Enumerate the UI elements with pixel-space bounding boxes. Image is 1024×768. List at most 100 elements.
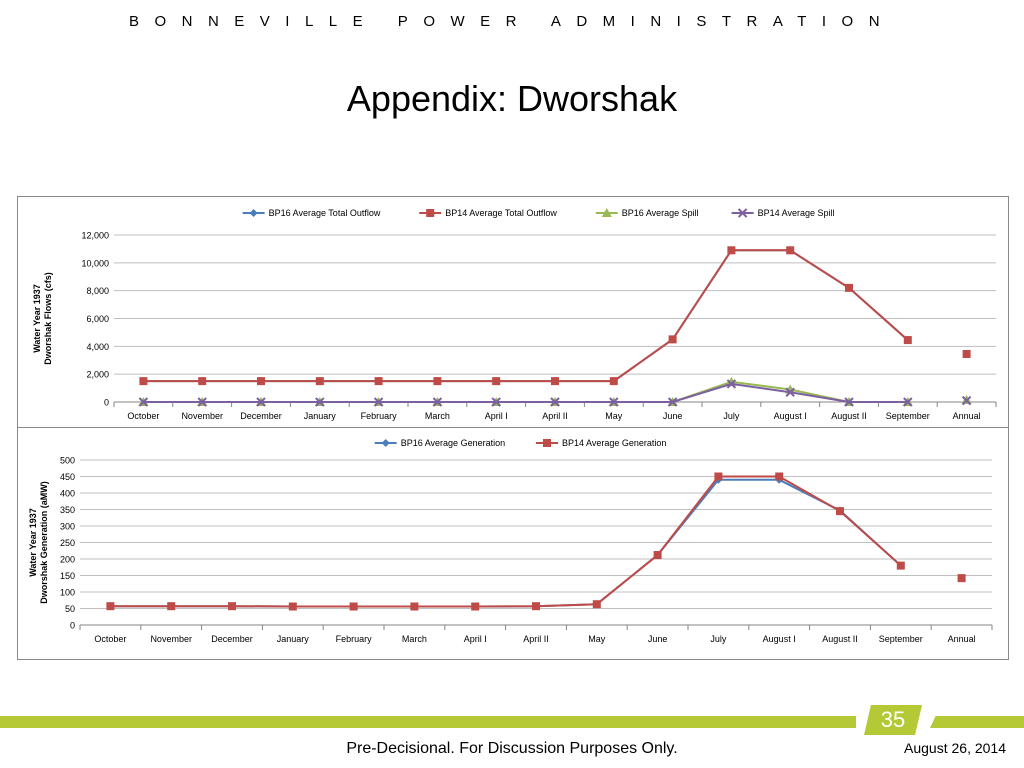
x-tick-label: May: [588, 634, 606, 644]
x-tick-label: August I: [774, 411, 807, 421]
x-tick-label: September: [879, 634, 923, 644]
x-tick-label: November: [181, 411, 223, 421]
legend-label: BP16 Average Spill: [622, 208, 699, 218]
x-tick-label: November: [150, 634, 192, 644]
x-tick-label: Annual: [948, 634, 976, 644]
data-point: [349, 602, 358, 611]
data-point: [139, 377, 148, 386]
accent-band-left: [0, 716, 856, 728]
data-point: [432, 397, 443, 407]
legend-entry-4: BP14 Average Spill: [731, 208, 834, 218]
y-tick-label: 12,000: [81, 231, 109, 241]
data-point: [374, 377, 383, 386]
series-line: [143, 249, 909, 383]
x-tick-label: April II: [523, 634, 549, 644]
series-2: [139, 246, 971, 386]
y-tick-label: 100: [60, 588, 75, 598]
data-point: [785, 387, 795, 397]
data-point: [315, 377, 324, 386]
y-tick-label: 4,000: [86, 342, 109, 352]
data-point: [786, 246, 795, 255]
data-point: [471, 602, 480, 611]
x-tick-label: January: [277, 634, 310, 644]
data-point: [962, 349, 971, 358]
legend-marker: [543, 439, 551, 447]
data-point: [228, 602, 236, 611]
chart-1: 0 2,000 4,000 6,000 8,000 10,000 12,000 October…: [32, 208, 997, 421]
y-tick-label: 10,000: [81, 258, 109, 268]
x-tick-label: June: [648, 634, 668, 644]
y-tick-label: 500: [60, 456, 75, 466]
legend-marker: [249, 209, 258, 217]
data-point: [844, 397, 854, 407]
legend-entry-1: BP16 Average Total Outflow: [242, 208, 381, 218]
data-point: [957, 574, 966, 583]
data-point: [714, 472, 723, 481]
y-tick-label: 400: [60, 489, 75, 499]
data-point: [550, 397, 560, 407]
y-axis-title: Water Year 1937Dworshak Generation (aMW): [28, 481, 49, 604]
legend-label: BP14 Average Generation: [562, 438, 666, 448]
data-point: [491, 397, 501, 407]
y-tick-label: 50: [65, 604, 75, 614]
x-tick-label: April I: [485, 411, 508, 421]
data-point: [609, 377, 618, 386]
data-point: [903, 397, 913, 407]
data-point: [138, 397, 149, 407]
x-tick-label: July: [723, 411, 740, 421]
y-axis-title: Water Year 1937Dworshak Flows (cfs): [32, 272, 53, 365]
chart-divider: [18, 427, 1008, 428]
data-point: [896, 561, 905, 570]
data-point: [257, 377, 265, 386]
slide-title: Appendix: Dworshak: [346, 78, 678, 119]
x-tick-label: December: [240, 411, 282, 421]
legend-entry-1: BP16 Average Generation: [374, 438, 505, 448]
legend-label: BP16 Average Total Outflow: [269, 208, 381, 218]
x-tick-label: December: [211, 634, 253, 644]
data-point: [197, 397, 207, 407]
data-point: [592, 600, 601, 609]
data-point: [492, 377, 501, 386]
y-tick-label: 150: [60, 571, 75, 581]
legend-entry-3: BP16 Average Spill: [595, 208, 699, 218]
data-point: [775, 472, 784, 481]
y-tick-label: 450: [60, 472, 75, 482]
x-tick-label: January: [304, 411, 337, 421]
series-1: [139, 246, 971, 386]
data-point: [836, 507, 844, 516]
x-tick-label: September: [886, 411, 930, 421]
x-tick-label: August II: [831, 411, 867, 421]
y-tick-label: 0: [104, 398, 109, 408]
x-tick-label: July: [710, 634, 727, 644]
page-number: 35: [880, 707, 906, 732]
data-point: [845, 283, 853, 292]
chart-2: 0 50 100 150 200 250 300 350 400 450 500 October Nov…: [28, 438, 993, 644]
x-tick-label: August I: [763, 634, 796, 644]
x-tick-label: March: [425, 411, 450, 421]
data-point: [667, 397, 678, 407]
x-tick-label: April I: [464, 634, 487, 644]
y-tick-label: 350: [60, 505, 75, 515]
series-4: [138, 379, 972, 407]
y-tick-label: 300: [60, 522, 75, 532]
footer-disclaimer: Pre-Decisional. For Discussion Purposes …: [346, 740, 678, 757]
series-1: [106, 475, 966, 611]
data-point: [198, 377, 207, 386]
legend-label: BP16 Average Generation: [401, 438, 505, 448]
x-tick-label: April II: [542, 411, 568, 421]
data-point: [410, 602, 419, 611]
legend-label: BP14 Average Total Outflow: [445, 208, 557, 218]
data-point: [903, 336, 912, 345]
data-point: [609, 397, 619, 407]
series-line: [110, 478, 902, 608]
org-header: BONNEVILLE POWER ADMINISTRATION: [128, 13, 896, 30]
accent-band-right: [930, 716, 1024, 728]
x-tick-label: February: [361, 411, 398, 421]
data-point: [961, 395, 972, 406]
charts-svg: 0 2,000 4,000 6,000 8,000 10,000 12,000 October…: [28, 208, 997, 644]
data-point: [551, 377, 559, 386]
y-tick-label: 6,000: [86, 314, 109, 324]
x-tick-label: June: [663, 411, 683, 421]
legend-marker: [601, 208, 612, 217]
data-point: [167, 602, 176, 611]
